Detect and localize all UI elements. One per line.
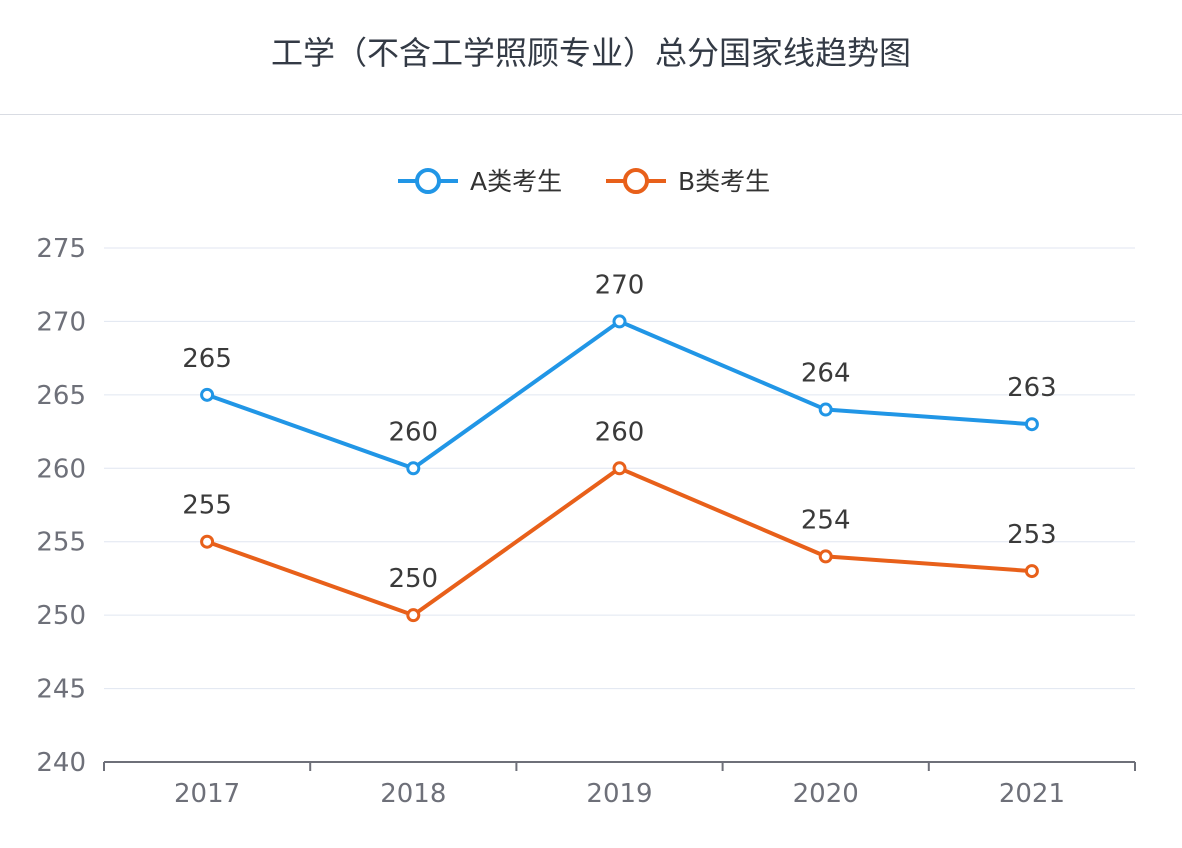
- data-label: 254: [801, 505, 851, 535]
- data-label: 264: [801, 359, 851, 389]
- data-point: [612, 314, 627, 329]
- data-point: [1024, 564, 1039, 579]
- x-tick-label: 2020: [793, 779, 859, 809]
- x-tick-label: 2017: [174, 779, 240, 809]
- legend-label-2: B类考生: [678, 167, 770, 196]
- x-tick-label: 2018: [380, 779, 446, 809]
- data-point: [200, 387, 215, 402]
- y-tick-label: 275: [36, 234, 86, 264]
- y-tick-label: 260: [36, 454, 86, 484]
- y-tick-label: 250: [36, 601, 86, 631]
- y-tick-label: 270: [36, 307, 86, 337]
- x-tick-label: 2021: [999, 779, 1065, 809]
- data-point: [406, 608, 421, 623]
- data-label: 250: [388, 564, 438, 594]
- legend-marker-1: [415, 168, 441, 194]
- data-label: 260: [388, 417, 438, 447]
- data-label: 255: [182, 491, 232, 521]
- data-label: 265: [182, 344, 232, 374]
- data-label: 253: [1007, 520, 1057, 550]
- data-point: [200, 534, 215, 549]
- data-label: 260: [595, 417, 645, 447]
- chart-header: 工学（不含工学照顾专业）总分国家线趋势图: [0, 0, 1182, 115]
- y-tick-label: 245: [36, 675, 86, 705]
- data-point: [818, 549, 833, 564]
- data-point: [1024, 417, 1039, 432]
- data-point: [612, 461, 627, 476]
- data-label: 263: [1007, 373, 1057, 403]
- y-tick-label: 240: [36, 748, 86, 778]
- data-point: [406, 461, 421, 476]
- data-label: 270: [595, 270, 645, 300]
- chart-title: 工学（不含工学照顾专业）总分国家线趋势图: [270, 34, 911, 72]
- x-tick-label: 2019: [586, 779, 652, 809]
- data-point: [818, 402, 833, 417]
- y-tick-label: 265: [36, 381, 86, 411]
- legend-marker-2: [623, 168, 649, 194]
- y-tick-label: 255: [36, 528, 86, 558]
- legend-label-1: A类考生: [470, 167, 562, 196]
